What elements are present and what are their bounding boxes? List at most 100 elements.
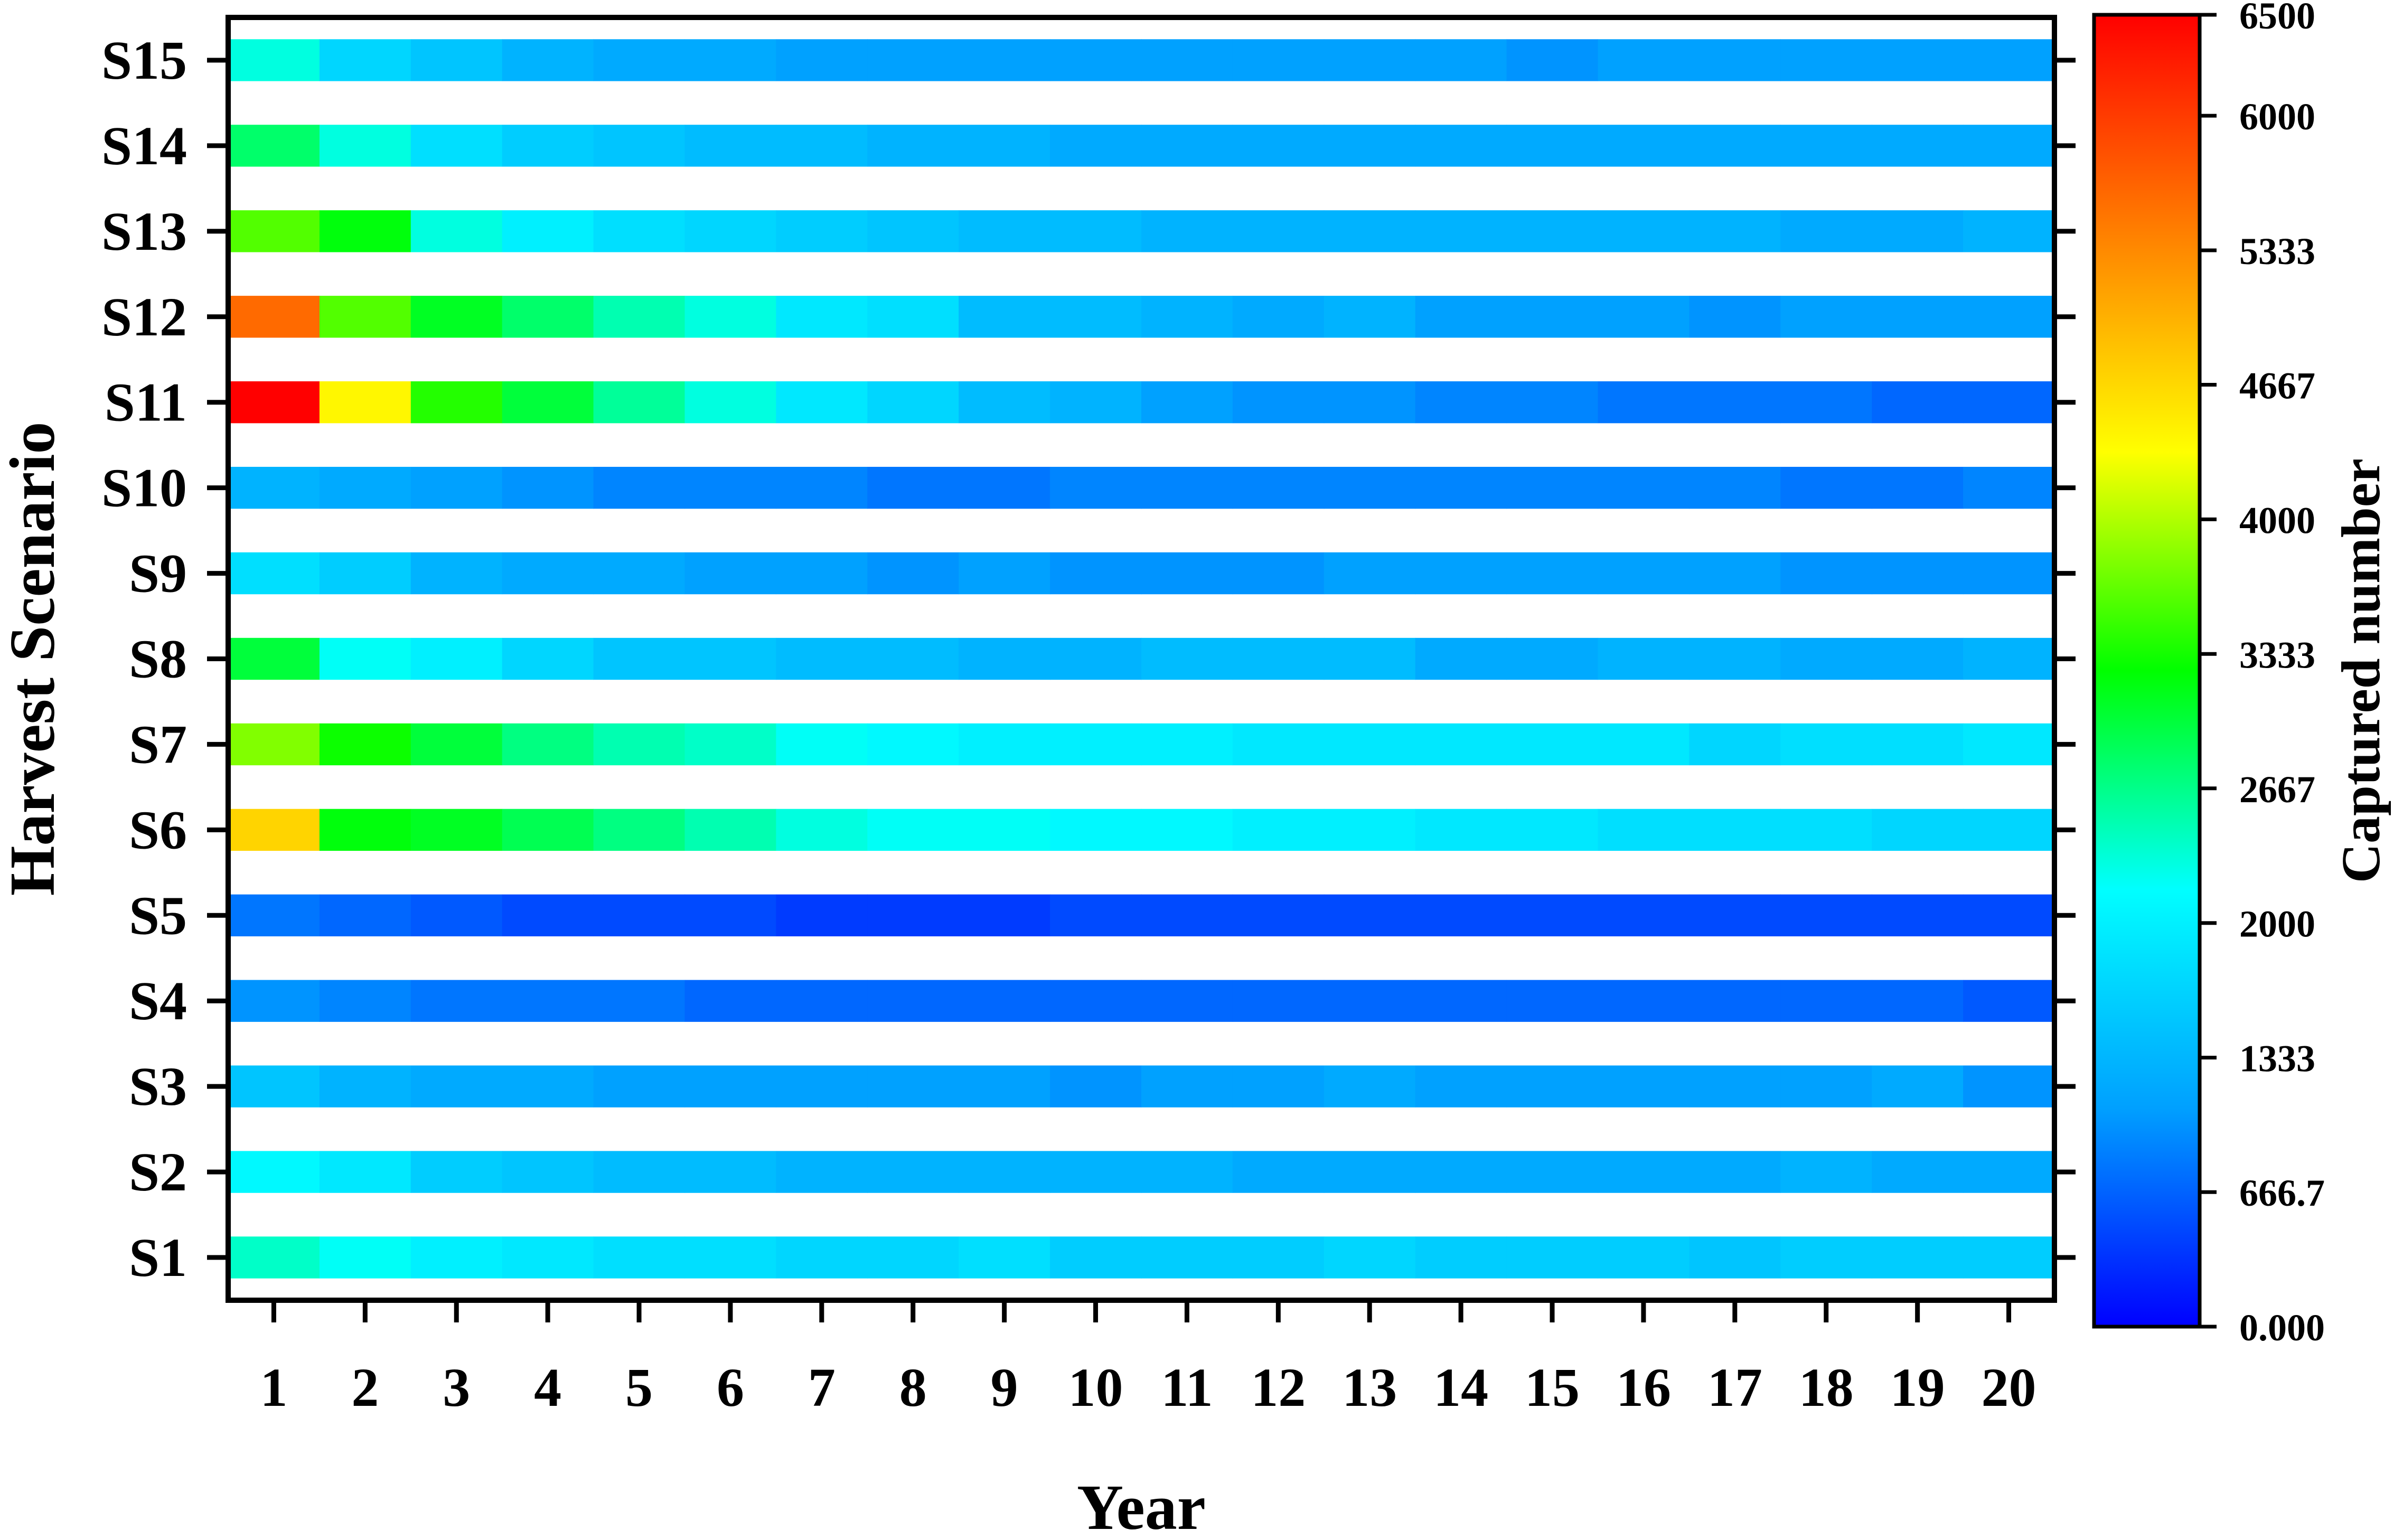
heatmap-cell: [410, 381, 503, 424]
y-tick-label: S3: [129, 1056, 187, 1117]
heatmap-cell: [867, 894, 959, 936]
heatmap-cell: [319, 1065, 411, 1107]
colorbar-tick-label: 2000: [2239, 903, 2315, 945]
heatmap-cell: [1506, 723, 1599, 766]
heatmap-cell: [1780, 552, 1872, 595]
heatmap-cell: [1415, 466, 1507, 509]
heatmap-cell: [867, 1065, 959, 1107]
heatmap-cell: [867, 1151, 959, 1193]
heatmap-cell: [959, 466, 1050, 509]
heatmap-cell: [1780, 1151, 1872, 1193]
heatmap-cell: [959, 1065, 1050, 1107]
heatmap-cell: [1689, 809, 1781, 851]
heatmap-cell: [1050, 894, 1142, 936]
x-tick-label: 8: [899, 1357, 927, 1418]
heatmap-cell: [1963, 381, 2055, 424]
heatmap-cell: [410, 894, 503, 936]
heatmap-cell: [1232, 809, 1325, 851]
heatmap-cell: [228, 381, 320, 424]
heatmap-cell: [1415, 210, 1507, 252]
heatmap-cell: [684, 125, 776, 167]
heatmap-cell: [1963, 210, 2055, 252]
heatmap-cell: [1050, 210, 1142, 252]
heatmap-cell: [1963, 637, 2055, 680]
heatmap-cell: [228, 125, 320, 167]
heatmap-cell: [319, 1151, 411, 1193]
heatmap-cell: [1323, 552, 1416, 595]
heatmap-cell: [959, 894, 1050, 936]
heatmap-cell: [1872, 637, 1964, 680]
heatmap-cell: [1780, 381, 1872, 424]
heatmap-cell: [228, 1236, 320, 1279]
heatmap-cell: [1141, 39, 1233, 81]
heatmap-cell: [410, 296, 503, 338]
heatmap-cell: [1689, 1065, 1781, 1107]
heatmap-cell: [410, 1151, 503, 1193]
heatmap-cell: [1780, 125, 1872, 167]
heatmap-cell: [1050, 466, 1142, 509]
heatmap-cell: [1232, 125, 1325, 167]
heatmap-cell: [1689, 723, 1781, 766]
heatmap-cell: [502, 125, 594, 167]
heatmap-cell: [1963, 980, 2055, 1022]
heatmap-cell: [684, 637, 776, 680]
heatmap-cell: [228, 466, 320, 509]
heatmap-cell: [410, 1236, 503, 1279]
x-tick-label: 7: [808, 1357, 836, 1418]
heatmap-cell: [228, 296, 320, 338]
heatmap-cell: [1780, 637, 1872, 680]
heatmap-cell: [502, 39, 594, 81]
heatmap-cell: [593, 809, 686, 851]
heatmap-cell: [1141, 809, 1233, 851]
heatmap-cell: [1232, 552, 1325, 595]
heatmap-cell: [1141, 1151, 1233, 1193]
heatmap-cell: [1780, 723, 1872, 766]
heatmap-cell: [1506, 552, 1599, 595]
heatmap-cell: [1872, 552, 1964, 595]
y-tick-label: S6: [129, 800, 187, 860]
colorbar-tick-label: 1333: [2239, 1038, 2315, 1080]
heatmap-cell: [1872, 125, 1964, 167]
colorbar-tick-label: 4667: [2239, 364, 2315, 407]
heatmap-cell: [319, 39, 411, 81]
heatmap-cell: [1689, 980, 1781, 1022]
y-tick-label: S9: [129, 543, 187, 604]
heatmap-cell: [1415, 381, 1507, 424]
heatmap-cell: [959, 552, 1050, 595]
heatmap-cell: [1872, 809, 1964, 851]
heatmap-cell: [1232, 980, 1325, 1022]
colorbar-tick-label: 5333: [2239, 230, 2315, 273]
heatmap-cell: [1598, 466, 1689, 509]
heatmap-cell: [1232, 466, 1325, 509]
heatmap-cell: [867, 210, 959, 252]
heatmap-cell: [1780, 296, 1872, 338]
heatmap-cell: [1141, 552, 1233, 595]
heatmap-cell: [684, 296, 776, 338]
heatmap-cell: [319, 552, 411, 595]
x-tick-label: 10: [1068, 1357, 1123, 1418]
heatmap-cell: [776, 552, 868, 595]
heatmap-cell: [867, 723, 959, 766]
heatmap-cell: [502, 381, 594, 424]
heatmap-cell: [410, 980, 503, 1022]
heatmap-cell: [959, 210, 1050, 252]
heatmap-cell: [1050, 125, 1142, 167]
heatmap-cell: [959, 125, 1050, 167]
heatmap-cell: [1050, 1065, 1142, 1107]
heatmap-cell: [410, 552, 503, 595]
heatmap-cell: [959, 809, 1050, 851]
heatmap-cell: [1323, 809, 1416, 851]
heatmap-cell: [593, 1236, 686, 1279]
heatmap-cell: [1415, 296, 1507, 338]
heatmap-cell: [1780, 980, 1872, 1022]
heatmap-cell: [1506, 381, 1599, 424]
heatmap-cell: [593, 1151, 686, 1193]
heatmap-cell: [684, 210, 776, 252]
x-axis-label: Year: [1077, 1472, 1206, 1537]
heatmap-cell: [593, 466, 686, 509]
heatmap-cell: [959, 980, 1050, 1022]
heatmap-cell: [502, 980, 594, 1022]
heatmap-cell: [867, 125, 959, 167]
heatmap-cell: [319, 296, 411, 338]
heatmap-cell: [228, 210, 320, 252]
